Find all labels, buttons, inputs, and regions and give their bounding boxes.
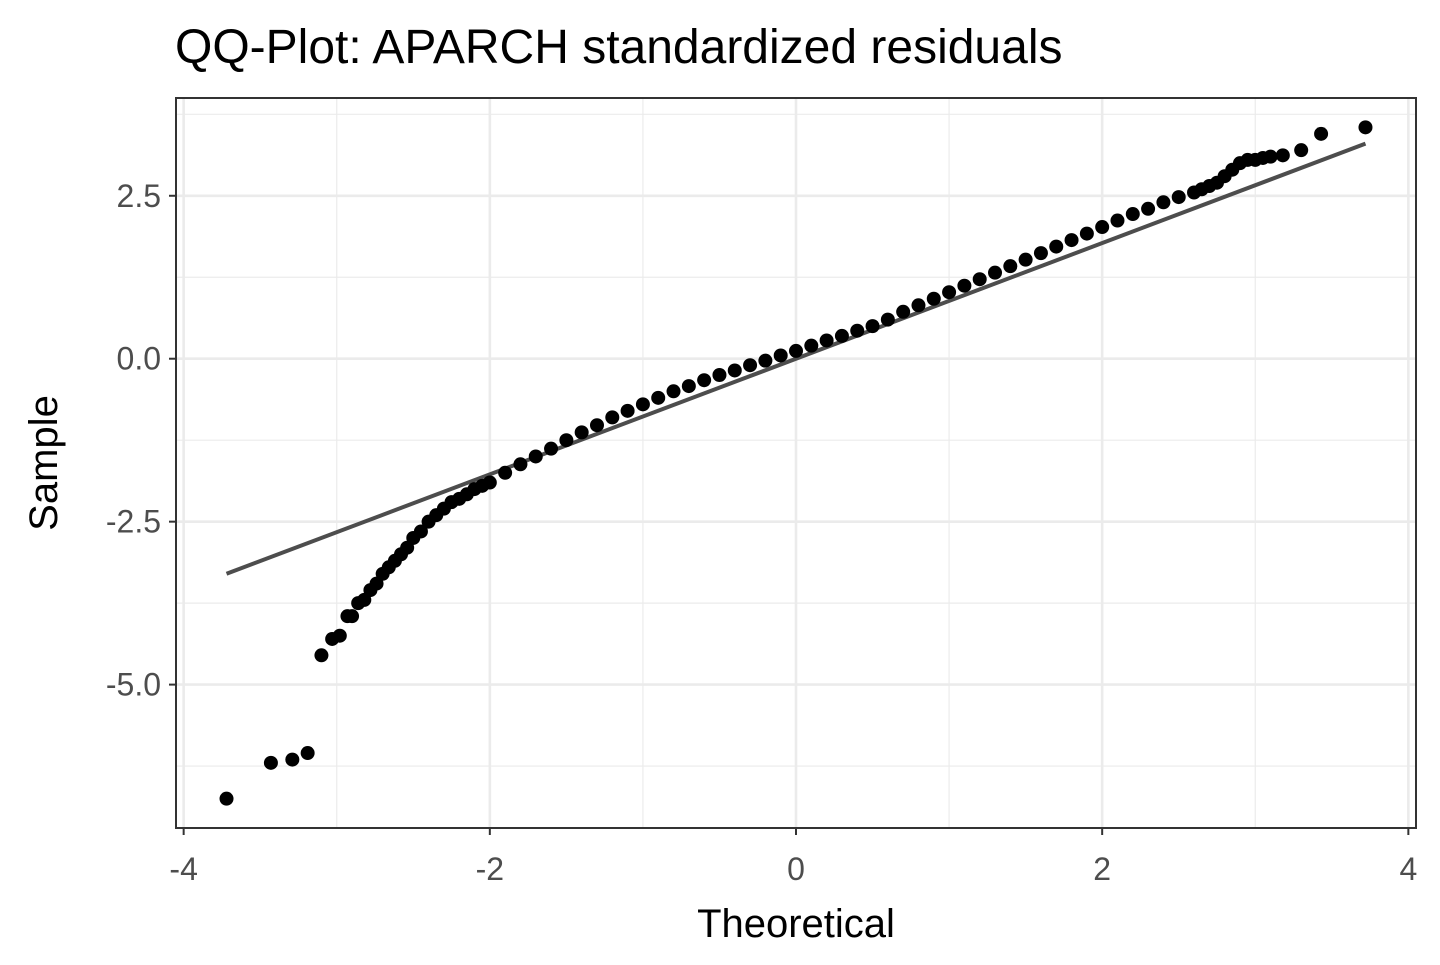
data-point: [773, 348, 788, 363]
data-point: [219, 791, 234, 806]
data-point: [1141, 201, 1156, 216]
x-axis-title: Theoretical: [697, 902, 895, 946]
reference-line-layer: [225, 141, 1367, 576]
x-tick-label: -2: [476, 851, 504, 887]
data-point: [528, 449, 543, 464]
data-point: [697, 373, 712, 388]
points-layer: [219, 120, 1373, 806]
data-point: [574, 425, 589, 440]
y-tick-label: -2.5: [106, 504, 161, 540]
data-point: [559, 433, 574, 448]
data-point: [1156, 195, 1171, 210]
data-point: [1125, 207, 1140, 222]
data-point: [1294, 143, 1309, 158]
data-point: [850, 323, 865, 338]
data-point: [743, 358, 758, 373]
data-point: [942, 285, 957, 300]
data-point: [482, 475, 497, 490]
data-point: [332, 628, 347, 643]
x-axis: -4 -2 0 2 4: [169, 828, 1417, 887]
x-tick-label: 4: [1399, 851, 1417, 887]
data-point: [865, 319, 880, 334]
data-point: [957, 278, 972, 293]
data-point: [834, 328, 849, 343]
data-point: [819, 333, 834, 348]
data-point: [712, 368, 727, 383]
data-point: [345, 609, 360, 624]
data-point: [1018, 252, 1033, 267]
data-point: [1003, 259, 1018, 274]
data-point: [1110, 213, 1125, 228]
data-point: [635, 397, 650, 412]
qq-reference-line: [225, 141, 1367, 576]
data-point: [1358, 120, 1373, 135]
data-point: [620, 403, 635, 418]
data-point: [314, 648, 329, 663]
x-tick-label: 2: [1093, 851, 1111, 887]
data-point: [1171, 190, 1186, 205]
y-tick-label: 0.0: [117, 341, 161, 377]
data-point: [758, 353, 773, 368]
data-point: [1275, 148, 1290, 163]
data-point: [972, 272, 987, 287]
x-tick-label: -4: [169, 851, 197, 887]
y-axis-title: Sample: [22, 395, 66, 531]
data-point: [804, 338, 819, 353]
data-point: [666, 384, 681, 399]
data-point: [544, 441, 559, 456]
data-point: [727, 363, 742, 378]
data-point: [300, 746, 315, 761]
data-point: [926, 291, 941, 306]
data-point: [1263, 149, 1278, 164]
y-axis: 2.5 0.0 -2.5 -5.0: [106, 178, 176, 703]
chart-title: QQ-Plot: APARCH standardized residuals: [175, 21, 1062, 74]
data-point: [285, 752, 300, 767]
data-point: [605, 410, 620, 425]
data-point: [789, 343, 803, 358]
data-point: [896, 304, 911, 319]
data-point: [1314, 126, 1329, 141]
data-point: [988, 265, 1003, 280]
data-point: [880, 312, 895, 327]
data-point: [1049, 239, 1064, 254]
data-point: [513, 457, 528, 472]
data-point: [651, 390, 666, 405]
y-tick-label: 2.5: [117, 178, 161, 214]
data-point: [1033, 246, 1048, 261]
data-point: [681, 379, 696, 394]
data-point: [911, 298, 926, 313]
y-tick-label: -5.0: [106, 667, 161, 703]
data-point: [413, 524, 428, 539]
data-point: [1079, 226, 1094, 241]
x-tick-label: 0: [787, 851, 805, 887]
data-point: [1095, 220, 1110, 235]
data-point: [1064, 233, 1079, 248]
data-point: [498, 465, 513, 480]
data-point: [263, 755, 278, 770]
data-point: [589, 418, 604, 433]
